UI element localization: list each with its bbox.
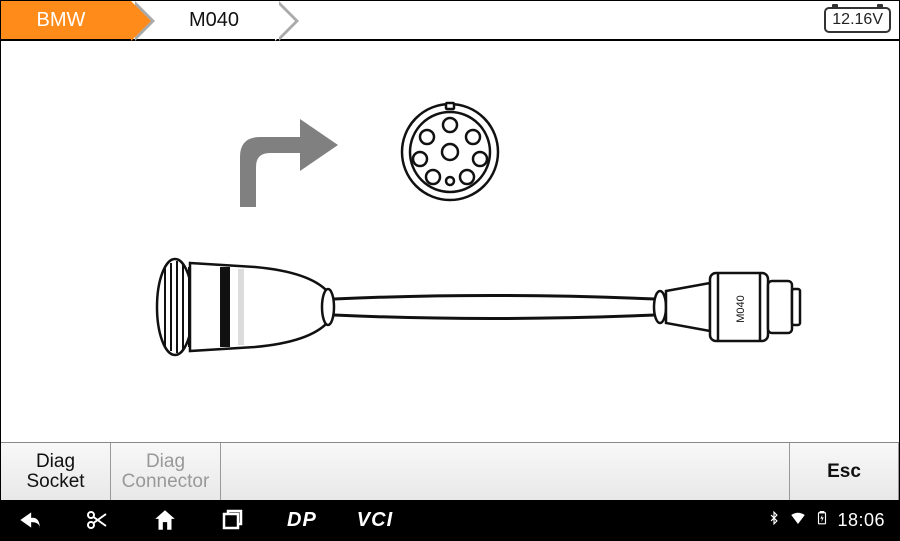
breadcrumb-bmw[interactable]: BMW (1, 1, 131, 39)
plug-label: M040 (735, 295, 747, 323)
vci-label: VCI (357, 509, 393, 532)
diag-connector-button[interactable]: Diag Connector (111, 443, 221, 500)
arrow-icon (240, 119, 338, 207)
cable-assembly: M040 (157, 259, 800, 355)
diag-socket-button[interactable]: Diag Socket (1, 443, 111, 500)
wifi-icon (789, 509, 807, 532)
dp-button[interactable]: DP (287, 506, 317, 534)
screen: BMW M040 12.16V (0, 0, 900, 541)
vci-button[interactable]: VCI (357, 506, 393, 534)
scissors-icon[interactable] (83, 506, 111, 534)
dp-label: DP (287, 509, 317, 532)
bluetooth-icon (767, 510, 781, 530)
diag-socket-label: Diag Socket (26, 452, 84, 492)
connector-diagram: M040 (70, 77, 830, 407)
system-navbar: DP VCI 18:06 (1, 500, 899, 540)
topbar: BMW M040 12.16V (1, 1, 899, 41)
button-row: Diag Socket Diag Connector Esc (1, 442, 899, 500)
round-connector-face (402, 103, 498, 200)
back-icon[interactable] (15, 506, 43, 534)
status-area: 18:06 (767, 509, 885, 532)
battery-charging-icon (815, 509, 829, 532)
battery-voltage-text: 12.16V (832, 11, 883, 28)
recent-apps-icon[interactable] (219, 506, 247, 534)
esc-label: Esc (827, 462, 861, 482)
battery-voltage-badge: 12.16V (824, 7, 891, 33)
breadcrumb-bmw-label: BMW (37, 9, 86, 32)
esc-button[interactable]: Esc (789, 443, 899, 500)
button-row-spacer (221, 443, 789, 500)
main-content: M040 (1, 41, 899, 442)
breadcrumb-m040[interactable]: M040 (135, 1, 275, 39)
clock: 18:06 (837, 510, 885, 531)
diag-connector-label: Diag Connector (122, 452, 210, 492)
breadcrumb-m040-label: M040 (189, 9, 239, 32)
home-icon[interactable] (151, 506, 179, 534)
